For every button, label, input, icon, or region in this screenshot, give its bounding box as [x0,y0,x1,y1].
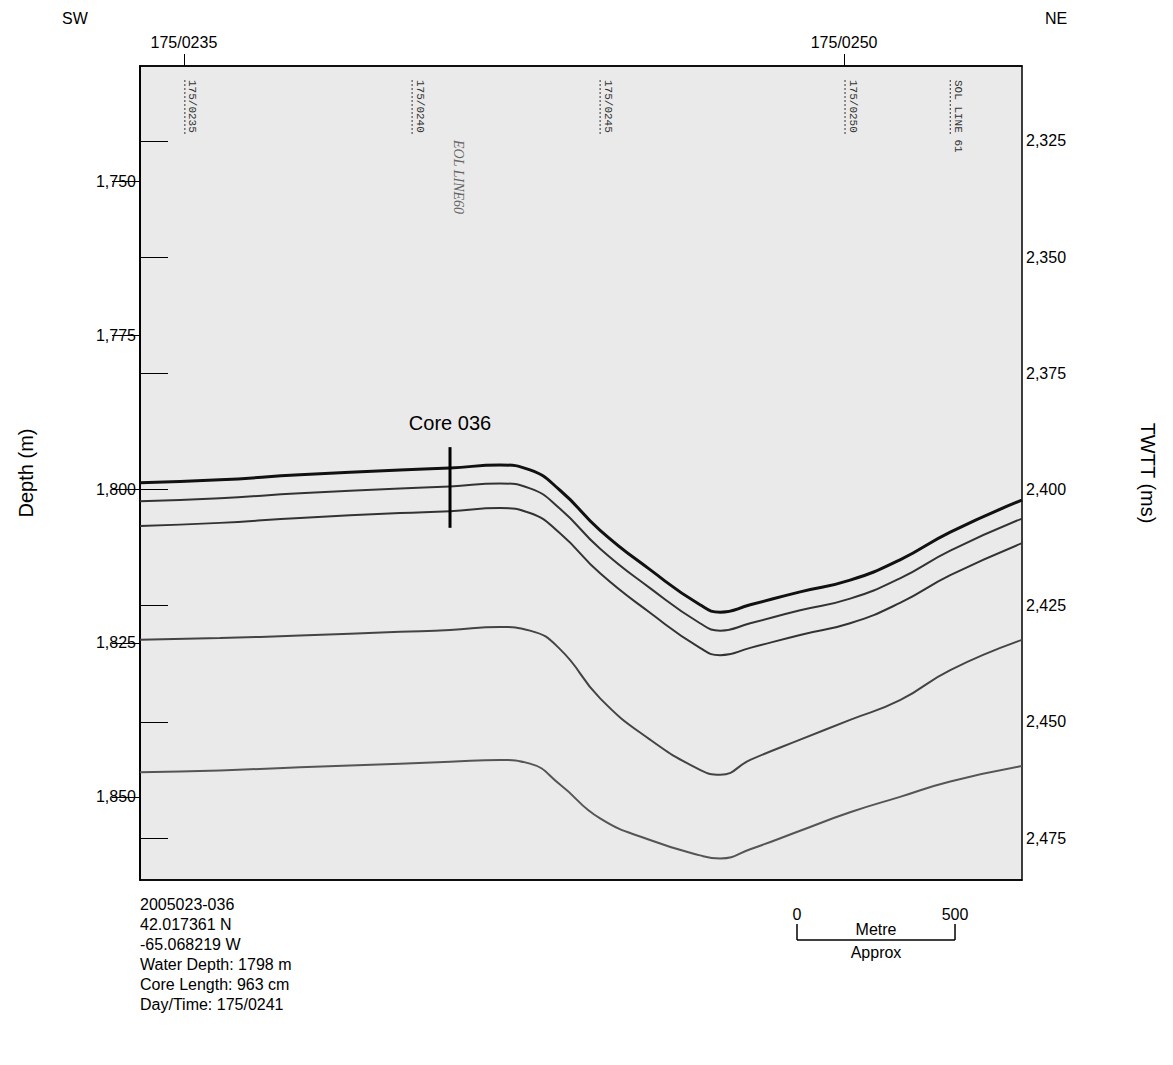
svg-text:1,825: 1,825 [96,634,136,651]
svg-text:2,375: 2,375 [1026,365,1066,382]
svg-text:Metre: Metre [856,921,897,938]
svg-text:1,850: 1,850 [96,788,136,805]
svg-text:Day/Time: 175/0241: Day/Time: 175/0241 [140,996,284,1013]
svg-text:2,325: 2,325 [1026,132,1066,149]
svg-text:SOL LINE 61: SOL LINE 61 [952,80,964,153]
svg-text:175/0235: 175/0235 [186,80,198,133]
svg-text:Core 036: Core 036 [409,412,491,434]
svg-text:42.017361 N: 42.017361 N [140,916,232,933]
svg-text:Depth (m): Depth (m) [15,429,37,518]
svg-text:1,775: 1,775 [96,327,136,344]
svg-text:NE: NE [1045,10,1067,27]
svg-text:1,800: 1,800 [96,481,136,498]
svg-text:175/0245: 175/0245 [602,80,614,133]
svg-text:175/0250: 175/0250 [847,80,859,133]
svg-text:0: 0 [793,906,802,923]
svg-text:175/0250: 175/0250 [811,34,878,51]
svg-text:EOL LINE60: EOL LINE60 [451,139,466,214]
svg-text:Core Length: 963 cm: Core Length: 963 cm [140,976,289,993]
svg-text:500: 500 [942,906,969,923]
svg-text:2005023-036: 2005023-036 [140,896,234,913]
svg-text:2,450: 2,450 [1026,713,1066,730]
svg-text:TWTT (ms): TWTT (ms) [1137,423,1159,524]
svg-text:175/0235: 175/0235 [151,34,218,51]
svg-text:Approx: Approx [851,944,902,961]
svg-text:2,425: 2,425 [1026,597,1066,614]
svg-text:2,350: 2,350 [1026,249,1066,266]
svg-text:Water Depth: 1798 m: Water Depth: 1798 m [140,956,291,973]
svg-text:-65.068219 W: -65.068219 W [140,936,241,953]
svg-text:SW: SW [62,10,89,27]
svg-text:2,475: 2,475 [1026,830,1066,847]
svg-text:175/0240: 175/0240 [414,80,426,133]
svg-text:1,750: 1,750 [96,173,136,190]
svg-text:2,400: 2,400 [1026,481,1066,498]
